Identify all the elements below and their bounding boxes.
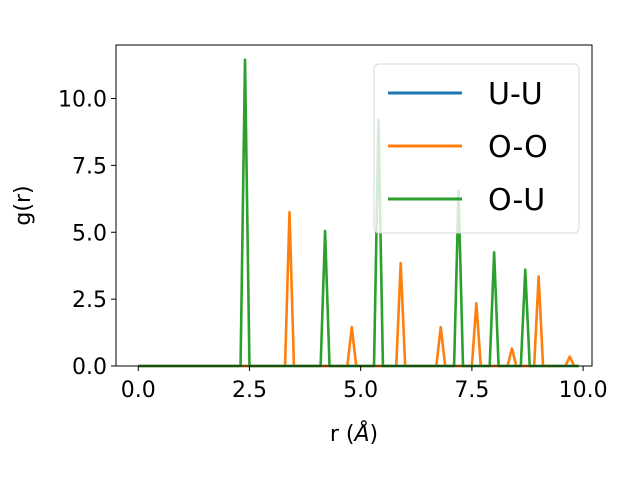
- axis-ticks: 0.0 2.5 5.0 7.5 10.0 0.0 2.5 5.0 7.5 10.0: [58, 88, 608, 404]
- legend-label-o-o: O-O: [488, 130, 548, 165]
- y-tick-label: 0.0: [72, 355, 107, 380]
- y-tick-label: 10.0: [58, 88, 107, 113]
- legend-label-o-u: O-U: [488, 183, 545, 218]
- x-tick-label: 5.0: [343, 378, 378, 403]
- x-tick-label: 10.0: [559, 378, 608, 403]
- x-axis-label: r (Å): [330, 420, 378, 447]
- axes-frame: [115, 44, 593, 367]
- legend-box: [373, 63, 580, 234]
- x-tick-label: 0.0: [121, 378, 156, 403]
- x-tick-label: 7.5: [454, 378, 489, 403]
- y-axis-label: g(r): [11, 185, 36, 225]
- legend: U-U O-O O-U: [373, 63, 580, 234]
- y-tick-label: 2.5: [72, 288, 107, 313]
- series-line-o-o: [138, 210, 579, 368]
- y-tick-label: 7.5: [72, 154, 107, 179]
- y-tick-label: 5.0: [72, 221, 107, 246]
- legend-label-u-u: U-U: [488, 77, 543, 112]
- x-tick-label: 2.5: [232, 378, 267, 403]
